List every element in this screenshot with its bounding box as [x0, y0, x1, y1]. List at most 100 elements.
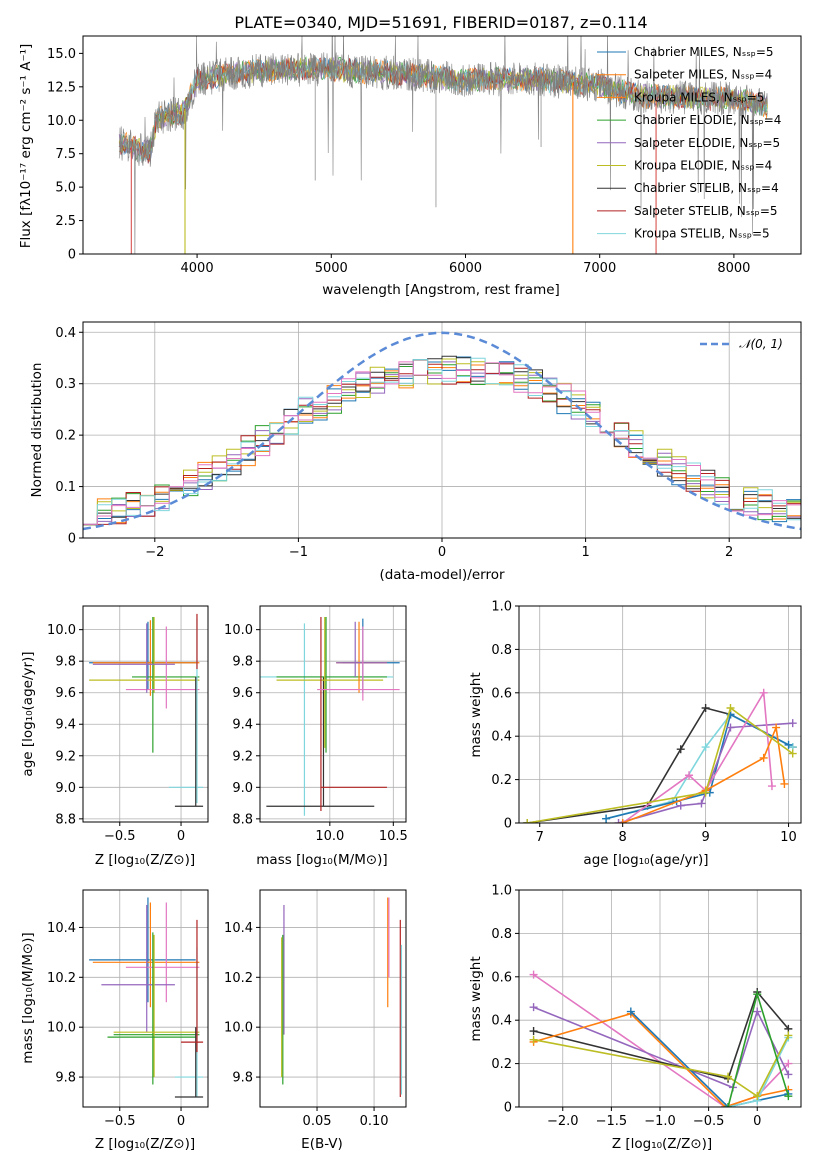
y-tick-label: 9.8 — [55, 1071, 76, 1086]
massE-plot-area — [281, 897, 403, 1098]
y-tick-label: 5.0 — [55, 181, 76, 196]
spectrum-xlabel: wavelength [Angstrom, rest frame] — [322, 282, 560, 298]
plus-marker — [676, 745, 685, 754]
mwAge-plot-area — [523, 688, 797, 823]
y-tick-label: 9.8 — [55, 655, 76, 670]
y-tick-label: 0.8 — [491, 643, 512, 658]
plus-marker — [602, 814, 611, 823]
mwZ-ticks: −2.0 −1.5 −1.0 −0.5 0 0 0.2 0.4 0.6 0.8 1.0 — [491, 884, 761, 1130]
x-tick-label: 8000 — [717, 261, 750, 276]
residuals-ticks: −2 −1 0 1 2 0 0.1 0.2 0.3 0.4 — [55, 326, 733, 560]
massE-ticks: 0.05 0.10 9.8 10.0 10.2 10.4 — [224, 921, 388, 1129]
y-tick-label: 0 — [68, 248, 76, 263]
mwZ-axes-frame — [518, 889, 802, 1108]
y-tick-label: 0 — [68, 532, 76, 547]
y-tick-label: 0.6 — [491, 686, 512, 701]
ageM-plot-area — [260, 617, 400, 816]
plus-marker — [529, 1003, 538, 1012]
residual-histogram-step — [83, 361, 801, 525]
mass-z-xlabel: Z [log₁₀(Z/Z⊙)] — [95, 1136, 195, 1152]
y-tick-label: 8.8 — [55, 812, 76, 827]
legend-label: Salpeter MILES, Nₛₛₚ=4 — [634, 68, 772, 82]
plus-marker — [759, 688, 768, 697]
mass-weight-series-line — [533, 1035, 790, 1098]
mass-weight-vs-age-panel: age [log₁₀(age/yr)] mass weight 7 8 9 10 0 0.… — [468, 600, 802, 868]
mass-weight-vs-metallicity-panel: Z [log₁₀(Z/Z⊙)] mass weight −2.0 −1.5 −1.0… — [468, 884, 802, 1152]
ageZ-plot-area — [89, 613, 204, 807]
y-tick-label: 10.0 — [47, 1021, 76, 1036]
x-tick-label: 10.5 — [379, 829, 408, 844]
x-tick-label: 10.0 — [315, 829, 344, 844]
normal-distribution-curve — [83, 331, 801, 531]
legend-label: Kroupa STELIB, Nₛₛₚ=5 — [634, 227, 770, 241]
y-tick-label: 9.0 — [232, 781, 253, 796]
mass-weight-series-line — [533, 1012, 789, 1107]
y-tick-label: 10.0 — [47, 623, 76, 638]
y-tick-label: 0.3 — [55, 377, 76, 392]
spectrum-ylabel: Flux [fλ10⁻¹⁷ erg cm⁻² s⁻¹ A⁻¹] — [18, 44, 34, 249]
age-vs-metallicity-panel: Z [log₁₀(Z/Z⊙)] age [log₁₀(age/yr)] −0.5… — [20, 605, 209, 868]
spectrum-panel: PLATE=0340, MJD=51691, FIBERID=0187, z=0… — [18, 13, 802, 298]
x-tick-label: 10 — [780, 830, 797, 845]
plus-marker — [676, 801, 685, 810]
plus-marker — [767, 782, 776, 791]
y-tick-label: 10.0 — [47, 114, 76, 129]
y-tick-label: 9.2 — [55, 749, 76, 764]
mass-ebv-xlabel: E(B-V) — [301, 1136, 343, 1152]
x-tick-label: −1.5 — [596, 1114, 628, 1129]
spectrum-ticks: 4000 5000 6000 7000 8000 0 2.5 5.0 7.5 10.0 12.5 15… — [47, 47, 750, 276]
x-tick-label: 4000 — [181, 261, 214, 276]
y-tick-label: 9.0 — [55, 781, 76, 796]
x-tick-label: 5000 — [315, 261, 348, 276]
x-tick-label: 7 — [536, 830, 544, 845]
age-z-ylabel: age [log₁₀(age/yr)] — [20, 651, 36, 776]
x-tick-label: −0.5 — [104, 829, 136, 844]
plus-marker — [772, 723, 781, 732]
y-tick-label: 0.2 — [491, 1057, 512, 1072]
ageM-axes-frame — [259, 605, 407, 823]
y-tick-label: 9.2 — [232, 749, 253, 764]
mw-z-xlabel: Z [log₁₀(Z/Z⊙)] — [612, 1136, 712, 1152]
ageM-grid — [260, 606, 406, 822]
legend-label: 𝒩(0, 1) — [739, 337, 783, 351]
x-tick-label: −0.5 — [104, 1114, 136, 1129]
mwAge-ticks: 7 8 9 10 0 0.2 0.4 0.6 0.8 1.0 — [491, 600, 797, 846]
y-tick-label: 12.5 — [47, 80, 76, 95]
x-tick-label: 2 — [725, 545, 733, 560]
x-tick-label: 6000 — [449, 261, 482, 276]
ageM-ticks: 10.0 10.5 8.8 9.0 9.2 9.4 9.6 9.8 10.0 — [224, 623, 408, 844]
y-tick-label: 9.8 — [232, 1071, 253, 1086]
residuals-ylabel: Normed distribution — [29, 363, 45, 498]
y-tick-label: 0.4 — [491, 730, 512, 745]
mwZ-plot-area — [529, 970, 793, 1107]
legend-label: Kroupa ELODIE, Nₛₛₚ=4 — [634, 159, 772, 173]
x-tick-label: 0.10 — [360, 1114, 389, 1129]
plus-marker — [724, 1103, 733, 1107]
y-tick-label: 0.4 — [491, 1014, 512, 1029]
mass-vs-metallicity-panel: Z [log₁₀(Z/Z⊙)] mass [log₁₀(M/M⊙)] −0.5 0… — [20, 889, 209, 1152]
age-vs-mass-panel: mass [log₁₀(M/M⊙)] 10.0 10.5 8.8 9.0 9.2 9.4 9… — [224, 605, 408, 868]
mass-z-ylabel: mass [log₁₀(M/M⊙)] — [20, 932, 36, 1063]
massE-axes-frame — [259, 889, 407, 1108]
spectrum-model-line — [118, 56, 768, 163]
y-tick-label: 0.1 — [55, 480, 76, 495]
x-tick-label: −1 — [289, 545, 308, 560]
y-tick-label: 1.0 — [491, 600, 512, 615]
legend-label: Chabrier ELODIE, Nₛₛₚ=4 — [634, 113, 781, 127]
residuals-panel: (data-model)/error Normed distribution −… — [29, 321, 802, 583]
x-tick-label: 9 — [701, 830, 709, 845]
y-tick-label: 10.0 — [224, 1021, 253, 1036]
y-tick-label: 9.4 — [55, 718, 76, 733]
y-tick-label: 0 — [504, 1101, 512, 1116]
y-tick-label: 10.4 — [47, 921, 76, 936]
x-tick-label: 8 — [619, 830, 627, 845]
x-tick-label: 0 — [438, 545, 446, 560]
observed-spectrum-line — [118, 36, 768, 254]
ageZ-ticks: −0.5 0 8.8 9.0 9.2 9.4 9.6 9.8 10.0 — [47, 623, 185, 844]
spectrum-title: PLATE=0340, MJD=51691, FIBERID=0187, z=0… — [234, 13, 647, 32]
plus-marker — [759, 753, 768, 762]
legend-label: Salpeter ELODIE, Nₛₛₚ=5 — [634, 136, 780, 150]
plus-marker — [784, 740, 793, 749]
residuals-plot-area — [83, 331, 801, 531]
